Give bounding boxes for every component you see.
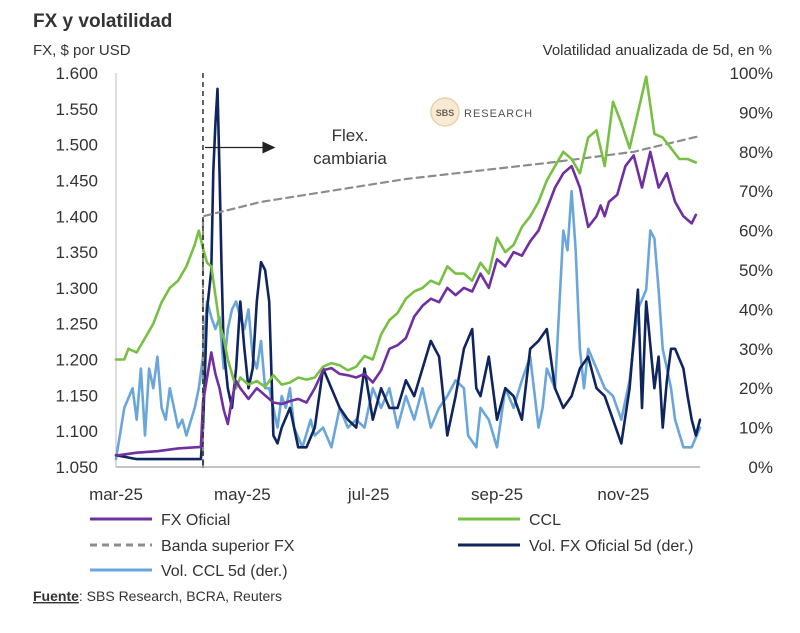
x-axis-ticks: mar-25 may-25 jul-25 sep-25 nov-25 bbox=[89, 485, 649, 504]
right-tick-label: 50% bbox=[739, 261, 773, 280]
series-line-vol-ccl-5d-der bbox=[114, 189, 702, 461]
x-tick-label: mar-25 bbox=[89, 485, 143, 504]
right-axis-label: Volatilidad anualizada de 5d, en % bbox=[543, 42, 772, 59]
left-tick-label: 1.200 bbox=[55, 351, 98, 370]
right-tick-label: 0% bbox=[748, 458, 773, 477]
left-tick-label: 1.450 bbox=[55, 171, 98, 190]
left-tick-label: 1.300 bbox=[55, 279, 98, 298]
source-note: Fuente: SBS Research, BCRA, Reuters bbox=[33, 588, 282, 604]
left-axis-label: FX, $ por USD bbox=[33, 42, 131, 59]
series-line-banda-superior-fx bbox=[201, 134, 702, 469]
left-tick-label: 1.500 bbox=[55, 136, 98, 155]
legend-label-vol-fx: Vol. FX Oficial 5d (der.) bbox=[529, 538, 694, 555]
left-tick-label: 1.550 bbox=[55, 100, 98, 119]
x-tick-label: sep-25 bbox=[471, 485, 523, 504]
right-tick-label: 70% bbox=[739, 182, 773, 201]
legend-label-banda: Banda superior FX bbox=[161, 538, 295, 555]
series-layer bbox=[114, 75, 702, 469]
sbs-research-watermark: SBS RESEARCH bbox=[430, 97, 533, 127]
right-tick-label: 20% bbox=[739, 379, 773, 398]
series-line-ccl bbox=[114, 75, 698, 390]
left-tick-label: 1.250 bbox=[55, 315, 98, 334]
watermark-research-text: RESEARCH bbox=[464, 108, 533, 120]
legend-label-vol-ccl: Vol. CCL 5d (der.) bbox=[161, 563, 288, 580]
legend-label-ccl: CCL bbox=[529, 512, 561, 529]
annotation-line-1: Flex. bbox=[332, 126, 369, 145]
left-tick-label: 1.150 bbox=[55, 386, 98, 405]
right-tick-label: 40% bbox=[739, 300, 773, 319]
left-tick-label: 1.350 bbox=[55, 243, 98, 262]
right-tick-label: 60% bbox=[739, 222, 773, 241]
right-tick-label: 100% bbox=[730, 64, 773, 83]
left-tick-label: 1.400 bbox=[55, 207, 98, 226]
chart-title: FX y volatilidad bbox=[33, 11, 172, 32]
series-line-vol-fx-oficial-5d-der bbox=[114, 87, 702, 461]
x-tick-label: nov-25 bbox=[597, 485, 649, 504]
legend-label-fx-oficial: FX Oficial bbox=[161, 512, 230, 529]
legend: FX Oficial CCL Banda superior FX Vol. FX… bbox=[90, 512, 694, 580]
left-tick-label: 1.100 bbox=[55, 422, 98, 441]
left-tick-label: 1.600 bbox=[55, 64, 98, 83]
left-tick-label: 1.050 bbox=[55, 458, 98, 477]
right-tick-label: 80% bbox=[739, 143, 773, 162]
x-tick-label: jul-25 bbox=[347, 485, 390, 504]
right-tick-label: 90% bbox=[739, 103, 773, 122]
annotation-line-2: cambiaria bbox=[313, 149, 387, 168]
left-axis-ticks: 1.600 1.550 1.500 1.450 1.400 1.350 1.300 1.250… bbox=[55, 64, 98, 477]
right-axis-ticks: 100% 90% 80% 70% 60% 50% 40% 30% 20% 10% 0% bbox=[730, 64, 773, 477]
sbs-logo-badge bbox=[430, 97, 460, 127]
right-tick-label: 30% bbox=[739, 340, 773, 359]
series-line-fx-oficial bbox=[114, 150, 698, 457]
sbs-logo-text: SBS bbox=[436, 108, 455, 118]
source-text: : SBS Research, BCRA, Reuters bbox=[79, 588, 282, 604]
x-tick-label: may-25 bbox=[214, 485, 271, 504]
source-label: Fuente bbox=[33, 588, 79, 604]
right-tick-label: 10% bbox=[739, 419, 773, 438]
flex-cambiaria-annotation: Flex. cambiaria bbox=[204, 126, 387, 168]
arrow-head-icon bbox=[262, 141, 276, 154]
